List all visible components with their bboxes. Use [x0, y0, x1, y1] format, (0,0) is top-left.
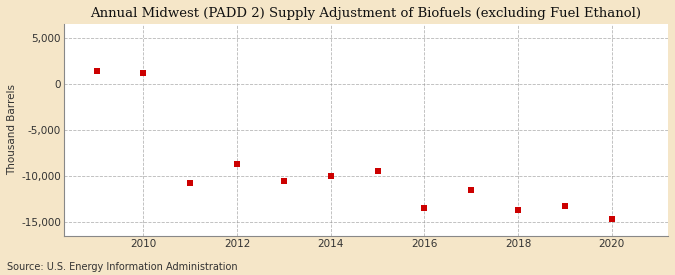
Point: [232, 162, 242, 166]
Point: [91, 69, 102, 73]
Point: [279, 178, 290, 183]
Point: [325, 174, 336, 178]
Point: [372, 169, 383, 174]
Point: [560, 204, 570, 208]
Y-axis label: Thousand Barrels: Thousand Barrels: [7, 84, 17, 175]
Point: [513, 208, 524, 212]
Point: [466, 188, 477, 192]
Point: [419, 206, 430, 211]
Point: [606, 216, 617, 221]
Point: [138, 71, 148, 75]
Point: [185, 180, 196, 185]
Title: Annual Midwest (PADD 2) Supply Adjustment of Biofuels (excluding Fuel Ethanol): Annual Midwest (PADD 2) Supply Adjustmen…: [90, 7, 641, 20]
Text: Source: U.S. Energy Information Administration: Source: U.S. Energy Information Administ…: [7, 262, 238, 272]
